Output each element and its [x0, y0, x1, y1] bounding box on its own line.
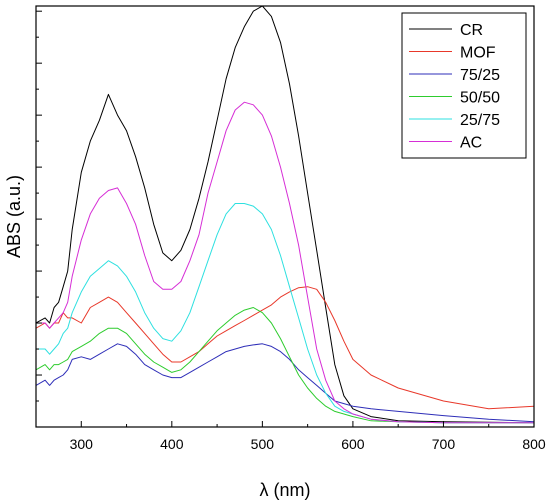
plot-frame	[35, 5, 535, 428]
series-line-25-75	[36, 203, 534, 424]
y-axis-title: ABS (a.u.)	[4, 175, 24, 258]
x-tick-label: 400	[160, 436, 184, 452]
legend-label: MOF	[460, 45, 496, 62]
series-line-50-50	[36, 307, 534, 424]
legend-label: 50/50	[460, 90, 500, 107]
series-line-75-25	[36, 343, 534, 423]
legend: CR MOF 75/25 50/50 25/75 AC	[401, 12, 527, 159]
x-axis-title: λ (nm)	[260, 480, 311, 500]
x-tick-label: 700	[432, 436, 456, 452]
series-lines	[36, 6, 534, 424]
series-line-cr	[36, 6, 534, 424]
x-axis-ticks: 300 400 500 600 700 800	[35, 421, 546, 452]
x-tick-label: 500	[251, 436, 275, 452]
y-axis-ticks	[36, 10, 42, 402]
x-tick-label: 600	[341, 436, 365, 452]
legend-box	[401, 12, 527, 159]
legend-label: CR	[460, 22, 483, 39]
x-tick-label: 800	[522, 436, 546, 452]
legend-label: 75/25	[460, 67, 500, 84]
x-tick-label: 300	[70, 436, 94, 452]
legend-label: 25/75	[460, 112, 500, 129]
series-line-ac	[36, 101, 534, 424]
series-line-mof	[36, 286, 534, 410]
legend-label: AC	[460, 135, 482, 152]
